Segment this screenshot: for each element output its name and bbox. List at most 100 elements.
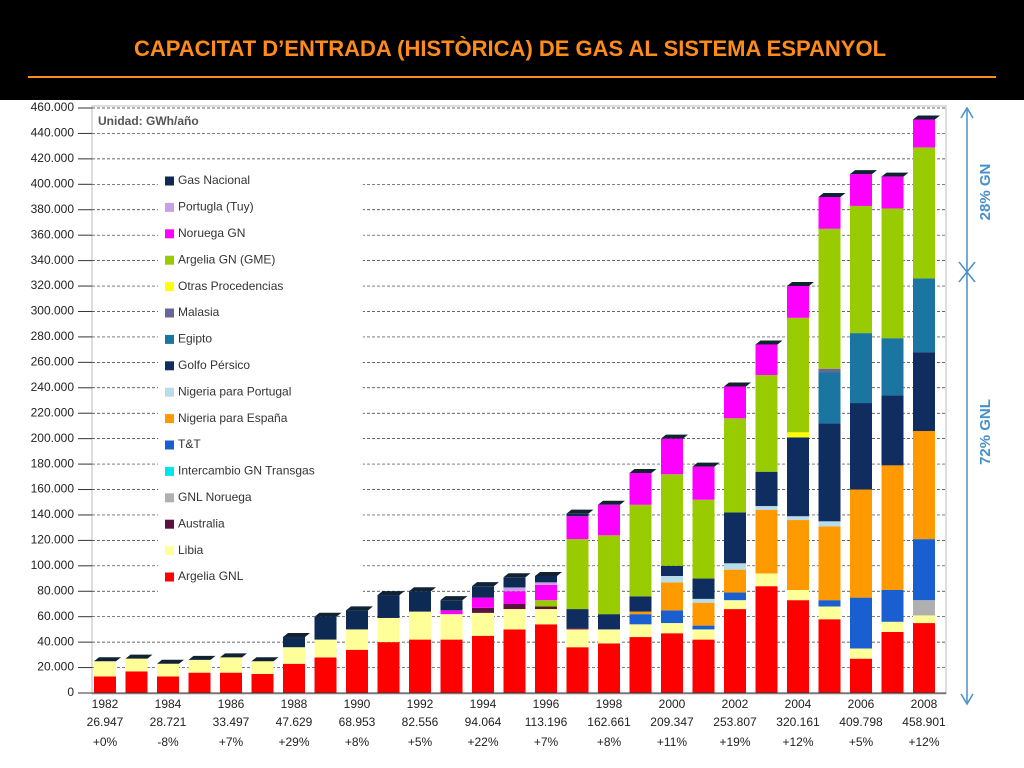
legend-label: Malasia xyxy=(178,305,220,319)
y-tick-label: 140.000 xyxy=(31,507,75,521)
bar-segment xyxy=(598,614,620,630)
y-tick-label: 100.000 xyxy=(31,558,75,572)
bar-segment xyxy=(220,657,242,673)
legend-label: Golfo Pérsico xyxy=(178,358,250,372)
bar-segment xyxy=(724,512,746,564)
bar-segment xyxy=(818,619,841,693)
growth-label: +7% xyxy=(534,735,559,749)
bar-segment xyxy=(755,586,778,693)
bar-top xyxy=(188,655,216,660)
x-tick-label: 1998 xyxy=(596,697,623,711)
y-tick-label: 320.000 xyxy=(31,278,75,292)
gnl-share: 72% GNL xyxy=(977,399,994,465)
bar-segment xyxy=(566,513,589,517)
bar-segment xyxy=(314,657,337,693)
bar-segment xyxy=(629,624,652,638)
bar-segment xyxy=(787,432,809,438)
legend-swatch xyxy=(165,229,174,239)
legend-label: Portugla (Tuy) xyxy=(178,200,254,214)
bar-segment xyxy=(440,600,463,611)
legend-swatch xyxy=(165,176,174,186)
bar-segment xyxy=(661,610,683,624)
bar-top xyxy=(881,172,909,177)
bar-segment xyxy=(755,506,778,510)
y-tick-label: 0 xyxy=(67,685,74,699)
bar-segment xyxy=(377,617,400,643)
bar-top xyxy=(755,340,783,345)
legend-swatch xyxy=(165,255,174,265)
y-tick-label: 40.000 xyxy=(37,634,74,648)
bar-segment xyxy=(787,437,809,517)
bar-segment xyxy=(755,573,778,587)
bar-segment xyxy=(692,602,715,626)
bar-segment xyxy=(755,509,778,574)
bar-segment xyxy=(440,610,463,615)
bar-segment xyxy=(188,659,211,673)
bar-top xyxy=(724,382,751,387)
bar-segment xyxy=(787,589,809,601)
y-tick-label: 60.000 xyxy=(37,609,74,623)
bar-segment xyxy=(629,637,652,693)
total-label: 47.629 xyxy=(276,715,313,729)
bar-segment xyxy=(661,474,683,566)
legend-swatch xyxy=(165,546,174,556)
bar-top xyxy=(692,462,720,467)
bar-segment xyxy=(881,176,904,209)
bar-segment xyxy=(881,395,904,466)
legend-label: Intercambio GN Transgas xyxy=(178,464,315,478)
legend-label: Australia xyxy=(178,516,225,530)
total-label: 320.161 xyxy=(776,715,820,729)
x-tick-label: 1982 xyxy=(92,697,119,711)
bar-segment xyxy=(818,600,841,607)
bar-segment xyxy=(787,520,809,590)
bar-segment xyxy=(629,611,652,615)
bar-segment xyxy=(566,516,589,540)
bar-segment xyxy=(440,639,463,693)
legend-swatch xyxy=(165,282,174,292)
x-tick-label: 2008 xyxy=(911,697,938,711)
bar-top xyxy=(94,657,121,662)
bar-segment xyxy=(157,663,179,677)
bar-segment xyxy=(850,658,872,693)
bar-segment xyxy=(818,372,841,424)
bar-segment xyxy=(377,642,400,693)
bar-segment xyxy=(125,671,148,693)
bar-segment xyxy=(472,597,494,608)
legend-label: Argelia GN (GME) xyxy=(178,252,275,266)
legend-swatch xyxy=(165,572,174,582)
bar-segment xyxy=(913,352,935,432)
bar-segment xyxy=(472,607,494,613)
legend-swatch xyxy=(165,202,174,212)
bar-top xyxy=(850,170,877,175)
bar-segment xyxy=(661,623,683,634)
total-label: 28.721 xyxy=(150,715,187,729)
bar-segment xyxy=(503,591,526,604)
bar-segment xyxy=(629,472,652,505)
bar-segment xyxy=(220,672,242,693)
legend-label: Libia xyxy=(178,543,204,557)
gn-share: 28% GN xyxy=(977,164,994,221)
bar-segment xyxy=(913,623,935,693)
growth-label: +8% xyxy=(345,735,370,749)
legend-swatch xyxy=(165,440,174,450)
total-label: 458.901 xyxy=(902,715,946,729)
total-label: 33.497 xyxy=(213,715,250,729)
bar-segment xyxy=(188,672,211,693)
growth-label: +5% xyxy=(408,735,433,749)
legend-label: Noruega GN xyxy=(178,226,245,240)
bar-segment xyxy=(850,489,872,598)
bar-segment xyxy=(661,565,683,576)
bar-segment xyxy=(913,539,935,601)
y-tick-label: 160.000 xyxy=(31,482,75,496)
bar-segment xyxy=(881,465,904,590)
bar-segment xyxy=(724,569,746,593)
y-tick-label: 240.000 xyxy=(31,380,75,394)
total-label: 26.947 xyxy=(87,715,124,729)
legend-label: Nigeria para España xyxy=(178,411,288,425)
x-tick-label: 2006 xyxy=(848,697,875,711)
x-tick-label: 2000 xyxy=(659,697,686,711)
y-tick-label: 220.000 xyxy=(31,405,75,419)
bar-segment xyxy=(724,563,746,570)
bar-segment xyxy=(377,595,400,618)
bar-segment xyxy=(629,614,652,625)
